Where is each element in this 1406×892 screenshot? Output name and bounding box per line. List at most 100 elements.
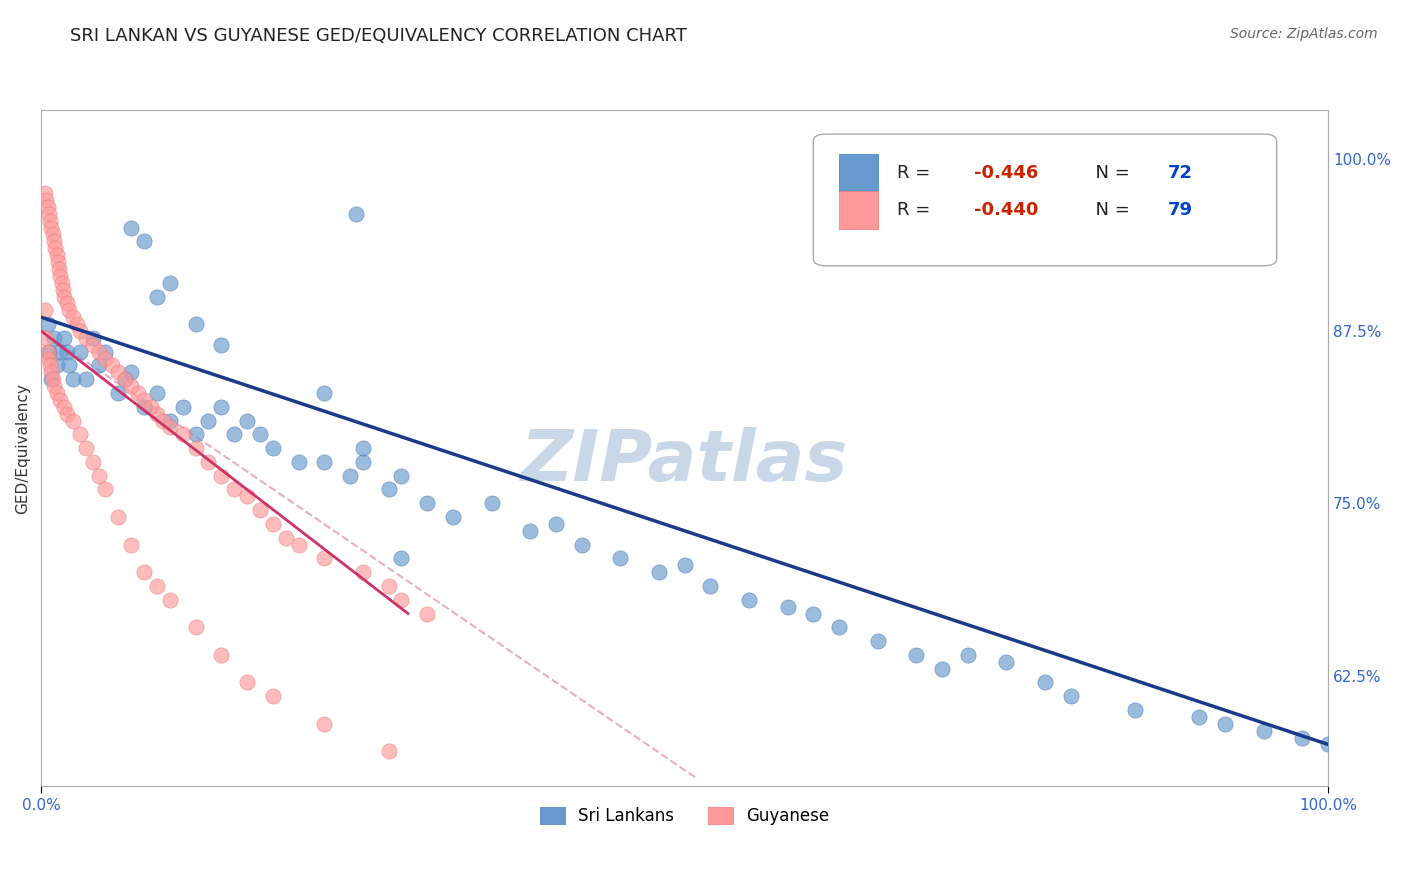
Legend: Sri Lankans, Guyanese: Sri Lankans, Guyanese	[533, 800, 835, 831]
FancyBboxPatch shape	[839, 154, 877, 192]
Point	[648, 565, 671, 579]
Point	[39, 359, 62, 373]
Point	[45, 386, 67, 401]
Point	[391, 551, 413, 566]
Point	[38, 207, 60, 221]
Point	[314, 551, 336, 566]
Point	[56, 296, 79, 310]
Text: ZIPatlas: ZIPatlas	[522, 427, 848, 496]
Point	[37, 344, 59, 359]
Point	[352, 455, 374, 469]
Point	[46, 255, 69, 269]
Point	[197, 413, 219, 427]
Point	[377, 579, 399, 593]
Point	[172, 427, 194, 442]
Point	[146, 579, 169, 593]
Point	[1123, 703, 1146, 717]
Point	[42, 235, 65, 249]
Point	[120, 365, 142, 379]
Point	[62, 310, 84, 325]
Point	[416, 607, 439, 621]
Point	[274, 531, 297, 545]
Point	[34, 186, 56, 201]
Point	[287, 455, 309, 469]
Text: -0.446: -0.446	[974, 163, 1039, 182]
Point	[184, 317, 207, 331]
Point	[209, 648, 232, 662]
Point	[41, 220, 63, 235]
Point	[69, 324, 91, 338]
Point	[38, 351, 60, 366]
Point	[346, 207, 368, 221]
Point	[34, 303, 56, 318]
FancyBboxPatch shape	[813, 134, 1277, 266]
Point	[49, 268, 72, 283]
Point	[107, 510, 129, 524]
Point	[236, 675, 259, 690]
Text: Source: ZipAtlas.com: Source: ZipAtlas.com	[1230, 27, 1378, 41]
Point	[377, 483, 399, 497]
Point	[544, 516, 567, 531]
Point	[107, 365, 129, 379]
Point	[377, 744, 399, 758]
Point	[52, 283, 75, 297]
Point	[75, 331, 97, 345]
Point	[41, 365, 63, 379]
Point	[184, 620, 207, 634]
Point	[262, 689, 284, 703]
Point	[699, 579, 721, 593]
Point	[249, 503, 271, 517]
Point	[139, 400, 162, 414]
Point	[101, 359, 124, 373]
Point	[249, 427, 271, 442]
Point	[82, 331, 104, 345]
Point	[159, 276, 181, 290]
Point	[35, 331, 58, 345]
Point	[776, 599, 799, 614]
Point	[114, 372, 136, 386]
Point	[62, 372, 84, 386]
Point	[132, 565, 155, 579]
Point	[209, 468, 232, 483]
Point	[828, 620, 851, 634]
Point	[132, 392, 155, 407]
Point	[391, 592, 413, 607]
Point	[209, 400, 232, 414]
Point	[58, 303, 80, 318]
Point	[41, 227, 63, 242]
Point	[609, 551, 631, 566]
Point	[41, 372, 63, 386]
Point	[146, 407, 169, 421]
Point	[416, 496, 439, 510]
Point	[120, 538, 142, 552]
Point	[152, 413, 174, 427]
Point	[62, 413, 84, 427]
Point	[866, 634, 889, 648]
Point	[905, 648, 928, 662]
Point	[49, 392, 72, 407]
Point	[45, 248, 67, 262]
Point	[94, 351, 117, 366]
Point	[262, 516, 284, 531]
Point	[1033, 675, 1056, 690]
Point	[184, 427, 207, 442]
Point	[1291, 731, 1313, 745]
Point	[107, 386, 129, 401]
Point	[75, 372, 97, 386]
Point	[673, 558, 696, 573]
Point	[94, 344, 117, 359]
Point	[69, 344, 91, 359]
Point	[53, 400, 76, 414]
Point	[37, 200, 59, 214]
Point	[352, 441, 374, 455]
Point	[314, 386, 336, 401]
Point	[132, 400, 155, 414]
Point	[87, 468, 110, 483]
Point	[262, 441, 284, 455]
Point	[56, 344, 79, 359]
Point	[41, 372, 63, 386]
Point	[87, 359, 110, 373]
Point	[146, 386, 169, 401]
Point	[69, 427, 91, 442]
Point	[197, 455, 219, 469]
